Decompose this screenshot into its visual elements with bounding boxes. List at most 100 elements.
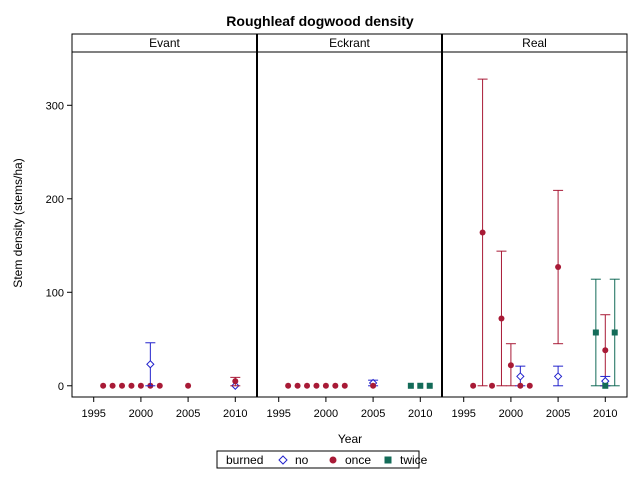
- x-tick-label-2: 2005: [176, 408, 200, 420]
- data-point-once: [185, 382, 192, 389]
- data-point-once: [517, 382, 524, 389]
- data-point-once: [294, 382, 301, 389]
- data-point-once: [332, 382, 339, 389]
- data-point-once: [313, 382, 320, 389]
- x-tick-label-1: 2000: [129, 408, 153, 420]
- marker-square: [426, 382, 433, 389]
- marker-diamond: [146, 360, 155, 369]
- panel-frame: [256, 51, 443, 398]
- legend-entry-no: no: [278, 453, 309, 467]
- data-point-once: [600, 314, 611, 387]
- marker-circle: [128, 382, 135, 389]
- legend-title: burned: [226, 453, 263, 467]
- legend: burned no once twice: [216, 450, 428, 469]
- data-point-twice: [609, 278, 620, 387]
- data-point-once: [100, 382, 107, 389]
- legend-label: no: [295, 453, 309, 467]
- marker-circle: [370, 382, 377, 389]
- panel-real: Real 1995 2000 2005 2010: [441, 33, 628, 420]
- legend-marker: [384, 456, 392, 464]
- data-point-twice: [417, 382, 424, 389]
- x-tick-label-0: 1995: [81, 408, 105, 420]
- marker-circle: [489, 382, 496, 389]
- marker-circle: [137, 382, 144, 389]
- marker-diamond: [516, 372, 525, 381]
- data-point-no: [553, 365, 564, 387]
- data-point-no: [145, 342, 156, 387]
- marker-circle: [322, 382, 329, 389]
- marker-circle: [470, 382, 477, 389]
- legend-entries: no once twice: [278, 453, 428, 467]
- x-tick-label-3: 2010: [408, 408, 432, 420]
- data-point-once: [370, 382, 377, 389]
- x-tick-label-0: 1995: [266, 408, 290, 420]
- panel-frame: [441, 51, 628, 398]
- data-point-once: [119, 382, 126, 389]
- y-tick-label-2: 200: [46, 194, 64, 206]
- x-tick-label-2: 2005: [546, 408, 570, 420]
- data-point-once: [128, 382, 135, 389]
- marker-circle: [602, 347, 609, 354]
- panel-label: Eckrant: [329, 36, 370, 50]
- marker-square: [417, 382, 424, 389]
- marker-circle: [332, 382, 339, 389]
- marker-circle: [507, 362, 514, 369]
- panel-label: Evant: [149, 36, 180, 50]
- marker-circle: [313, 382, 320, 389]
- data-point-once: [496, 250, 507, 387]
- data-point-once: [477, 78, 488, 387]
- y-tick-label-1: 100: [46, 287, 64, 299]
- marker-circle: [498, 315, 505, 322]
- data-point-once: [156, 382, 163, 389]
- x-tick-label-3: 2010: [593, 408, 617, 420]
- data-point-once: [109, 382, 116, 389]
- data-point-once: [304, 382, 311, 389]
- marker-circle: [285, 382, 292, 389]
- legend-marker: [329, 456, 337, 464]
- data-point-once: [322, 382, 329, 389]
- data-point-twice: [426, 382, 433, 389]
- x-tick-label-3: 2010: [223, 408, 247, 420]
- facet-panels: 0 100 200 300 Evant 1995 2000 2005 2010 Eckrant 19…: [46, 33, 628, 420]
- chart-title: Roughleaf dogwood density: [226, 13, 414, 29]
- x-tick-label-1: 2000: [499, 408, 523, 420]
- data-point-once: [505, 343, 516, 387]
- panel-evant: Evant 1995 2000 2005 2010: [71, 33, 258, 420]
- legend-marker: [278, 455, 288, 465]
- marker-circle: [109, 382, 116, 389]
- data-point-once: [470, 382, 477, 389]
- legend-entry-once: once: [329, 453, 371, 467]
- data-point-once: [230, 376, 241, 387]
- data-point-twice: [407, 382, 414, 389]
- panel-label: Real: [522, 36, 547, 50]
- marker-circle: [185, 382, 192, 389]
- data-point-once: [489, 382, 496, 389]
- marker-square: [592, 329, 599, 336]
- x-tick-label-0: 1995: [451, 408, 475, 420]
- marker-circle: [156, 382, 163, 389]
- marker-square: [611, 329, 618, 336]
- marker-circle: [232, 378, 239, 385]
- data-point-once: [285, 382, 292, 389]
- y-axis-label: Stem density (stems/ha): [11, 158, 25, 287]
- marker-circle: [304, 382, 311, 389]
- y-tick-label-3: 300: [46, 100, 64, 112]
- data-point-no: [515, 365, 526, 387]
- marker-circle: [341, 382, 348, 389]
- marker-circle: [526, 382, 533, 389]
- legend-label: twice: [400, 453, 428, 467]
- data-point-twice: [602, 382, 609, 389]
- marker-square: [602, 382, 609, 389]
- marker-circle: [517, 382, 524, 389]
- marker-circle: [294, 382, 301, 389]
- x-tick-label-2: 2005: [361, 408, 385, 420]
- data-point-once: [553, 189, 564, 345]
- legend-entry-twice: twice: [384, 453, 428, 467]
- data-point-once: [526, 382, 533, 389]
- data-point-twice: [590, 278, 601, 387]
- panel-eckrant: Eckrant 1995 2000 2005 2010: [256, 33, 443, 420]
- x-axis-label: Year: [338, 432, 362, 446]
- legend-label: once: [345, 453, 371, 467]
- x-tick-label-1: 2000: [314, 408, 338, 420]
